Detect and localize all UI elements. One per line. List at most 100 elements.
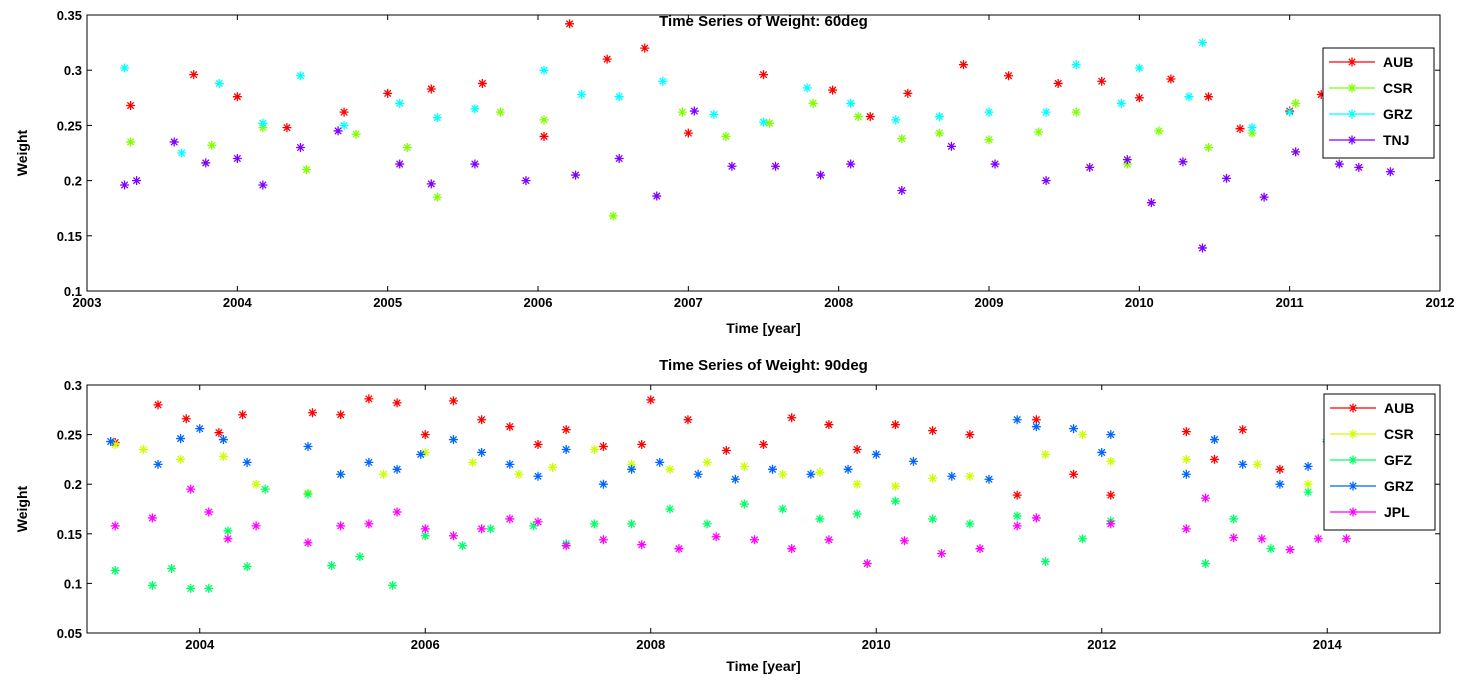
data-point: [126, 101, 136, 111]
data-point: [614, 154, 624, 164]
data-point: [214, 428, 224, 438]
data-point: [934, 128, 944, 138]
data-point: [571, 170, 581, 180]
data-point: [787, 413, 797, 423]
data-point: [167, 564, 177, 574]
x-tick-label: 2010: [1125, 295, 1154, 310]
data-point: [1181, 454, 1191, 464]
series-grz: [120, 38, 1295, 158]
data-point: [897, 134, 907, 144]
data-point: [495, 107, 505, 117]
data-point: [1085, 162, 1095, 172]
data-point: [759, 70, 768, 80]
data-point: [1303, 487, 1313, 497]
series-grz: [106, 415, 1332, 489]
data-point: [1334, 159, 1344, 169]
data-point: [1247, 128, 1257, 138]
data-point: [646, 395, 656, 405]
data-point: [1303, 461, 1313, 471]
data-point: [871, 449, 881, 459]
data-point: [816, 170, 826, 180]
chart-title: Time Series of Weight: 90deg: [659, 357, 868, 374]
data-point: [383, 88, 393, 98]
y-tick-label: 0.1: [64, 576, 82, 591]
data-point: [1078, 430, 1088, 440]
data-point: [683, 128, 693, 138]
data-point: [106, 437, 116, 447]
legend-label: CSR: [1384, 426, 1414, 442]
data-point: [505, 459, 515, 469]
data-point: [110, 440, 120, 450]
data-point: [899, 536, 909, 546]
data-point: [1266, 544, 1276, 554]
data-point: [739, 499, 749, 509]
data-point: [665, 504, 675, 514]
data-point: [426, 84, 436, 94]
data-point: [990, 159, 1000, 169]
data-point: [1316, 89, 1326, 99]
x-tick-label: 2004: [223, 295, 253, 310]
data-point: [749, 535, 759, 545]
data-point: [677, 107, 687, 117]
data-point: [665, 464, 675, 474]
data-point: [514, 469, 524, 479]
legend-marker: [1347, 135, 1357, 145]
data-point: [486, 524, 496, 534]
data-point: [1071, 60, 1081, 70]
data-point: [561, 444, 571, 454]
x-tick-label: 2004: [185, 637, 215, 652]
data-point: [637, 440, 647, 450]
data-point: [392, 398, 402, 408]
data-point: [181, 414, 191, 424]
data-point: [890, 496, 900, 506]
data-point: [339, 107, 349, 117]
data-point: [561, 541, 571, 551]
data-point: [457, 541, 467, 551]
data-point: [303, 538, 313, 548]
data-point: [201, 158, 211, 168]
data-point: [1313, 534, 1323, 544]
data-point: [223, 534, 233, 544]
data-point: [1275, 479, 1285, 489]
data-point: [1252, 459, 1262, 469]
data-point: [204, 583, 214, 593]
data-point: [1040, 449, 1050, 459]
legend: AUB CSR GRZ TNJ: [1322, 47, 1435, 159]
legend-label: GRZ: [1384, 478, 1414, 494]
data-point: [928, 514, 938, 524]
data-point: [1097, 447, 1107, 457]
x-tick-label: 2010: [862, 637, 891, 652]
data-point: [865, 112, 875, 122]
data-point: [598, 442, 608, 452]
data-point: [1181, 524, 1191, 534]
data-point: [327, 561, 337, 571]
legend-marker: [1347, 109, 1357, 119]
data-point: [1354, 162, 1364, 172]
data-point: [295, 71, 305, 81]
legend-label: JPL: [1384, 504, 1410, 520]
legend: AUB CSR GFZ GRZ JPL: [1323, 393, 1436, 531]
data-point: [1012, 511, 1022, 521]
data-point: [126, 137, 136, 147]
data-point: [1181, 427, 1191, 437]
data-point: [470, 159, 480, 169]
data-point: [539, 65, 549, 75]
data-point: [147, 513, 157, 523]
data-point: [355, 552, 365, 562]
data-point: [470, 104, 480, 114]
data-point: [539, 131, 549, 141]
data-point: [852, 444, 862, 454]
data-point: [1154, 126, 1164, 136]
legend-marker: [1348, 507, 1358, 517]
data-point: [640, 43, 650, 53]
data-point: [589, 519, 599, 529]
data-point: [432, 113, 442, 123]
data-point: [528, 521, 538, 531]
data-point: [242, 562, 252, 572]
data-point: [602, 54, 612, 64]
data-point: [308, 408, 317, 418]
data-point: [1275, 464, 1285, 474]
data-point: [1200, 493, 1210, 503]
data-point: [598, 535, 608, 545]
